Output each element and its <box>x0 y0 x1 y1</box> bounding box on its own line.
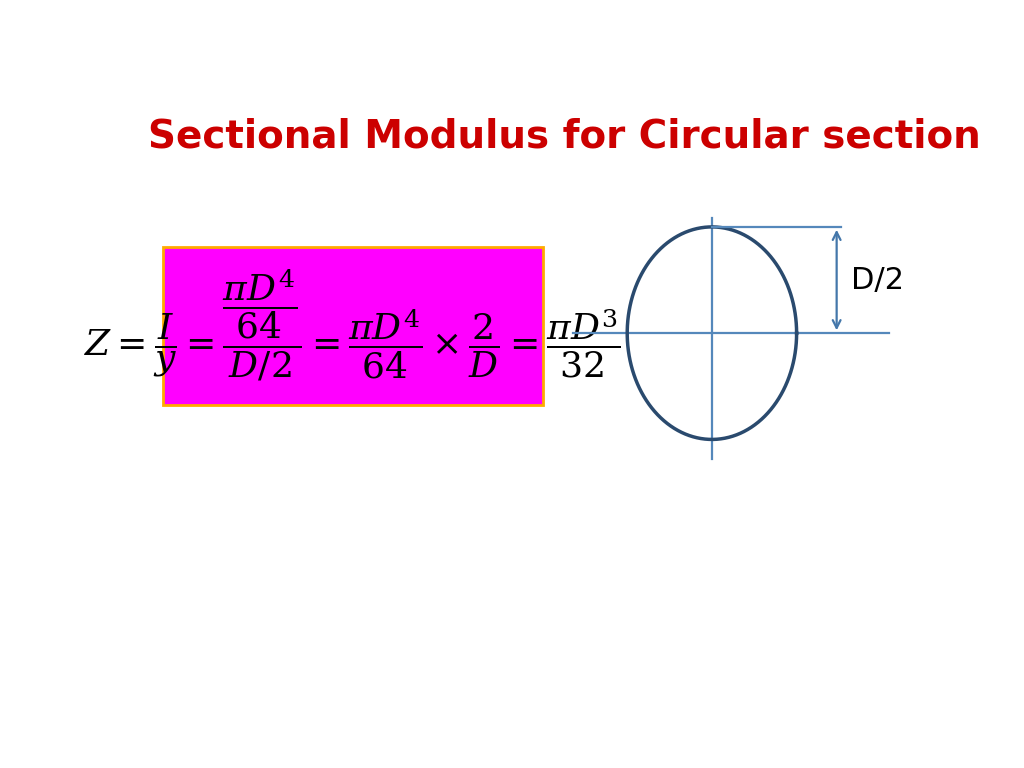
Text: $Z = \dfrac{I}{y} = \dfrac{\dfrac{\pi D^4}{64}}{D/2} = \dfrac{\pi D^4}{64} \time: $Z = \dfrac{I}{y} = \dfrac{\dfrac{\pi D^… <box>84 268 621 383</box>
Text: D/2: D/2 <box>851 266 903 295</box>
FancyBboxPatch shape <box>163 247 543 405</box>
Text: Sectional Modulus for Circular section: Sectional Modulus for Circular section <box>147 118 980 156</box>
